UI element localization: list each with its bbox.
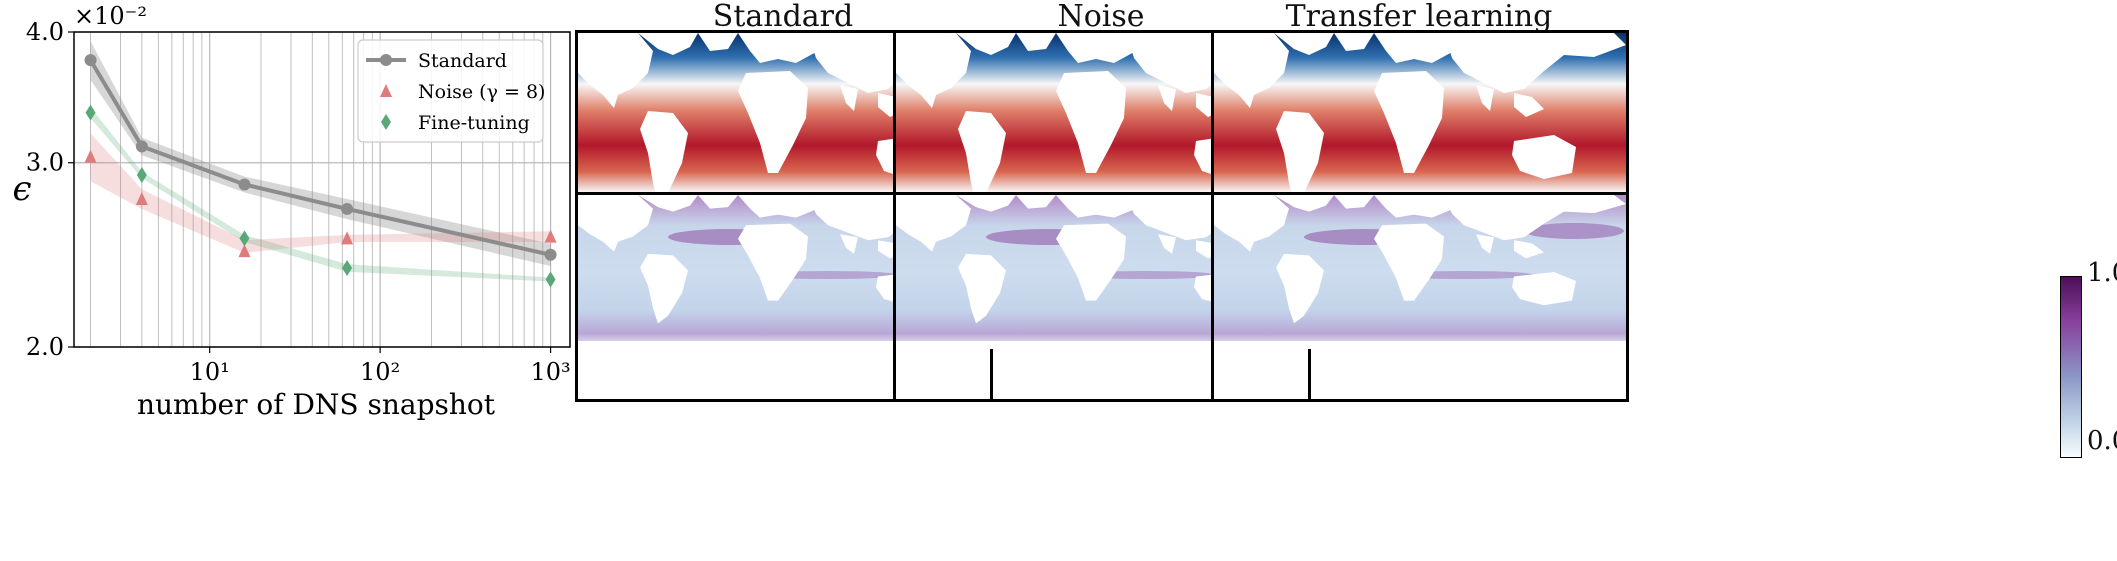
point-diamond: [342, 259, 353, 276]
land-shape: [1274, 195, 1334, 212]
land-shape: [1514, 93, 1544, 117]
point-circle: [84, 54, 97, 67]
land-shape: [640, 253, 688, 324]
land-shape: [738, 33, 818, 63]
x-tick-label: 10²: [360, 358, 400, 386]
plot-frame: [73, 31, 571, 348]
land-shape: [1056, 71, 1126, 173]
land-shape: [1374, 195, 1454, 218]
map-title-transfer-learning: Transfer learning: [1285, 0, 1553, 34]
land-shape: [1334, 33, 1374, 51]
land-shape: [1444, 195, 1626, 241]
land-shape: [1158, 234, 1176, 254]
data-markers: [84, 54, 557, 288]
land-shape: [1016, 33, 1056, 51]
land-shape: [738, 223, 808, 301]
y-multiplier-label: ×10⁻²: [74, 2, 147, 30]
land-shape: [1274, 33, 1334, 55]
land-mask: [1214, 195, 1626, 324]
x-tick-label: 10¹: [190, 358, 230, 386]
grid-lines: [74, 31, 570, 348]
x-tick-label: 10³: [530, 358, 570, 386]
legend-label: Standard: [418, 50, 507, 72]
error-vs-snapshots-chart: 2.0 3.0 4.0 10¹ 10² 10³ ×10⁻² ϵ number of DNS…: [12, 2, 571, 421]
land-shape: [1514, 240, 1544, 259]
legend-box: [357, 39, 544, 143]
legend-marker-diamond: [381, 114, 391, 130]
land-shape: [1512, 135, 1576, 179]
land-shape: [578, 195, 653, 252]
land-shape: [698, 33, 738, 51]
land-shape: [578, 33, 653, 108]
land-shape: [1512, 272, 1576, 306]
land-shape: [896, 33, 971, 108]
point-circle: [238, 178, 251, 191]
land-shape: [1276, 111, 1324, 203]
point-triangle: [135, 191, 148, 205]
y-tick-label: 4.0: [26, 18, 64, 46]
axis-ticks: 2.0 3.0 4.0 10¹ 10² 10³: [26, 18, 571, 386]
land-shape: [1476, 234, 1494, 254]
legend: Standard Noise (γ = 8) Fine-tuning: [357, 39, 545, 143]
land-shape: [1476, 85, 1494, 111]
land-shape: [1214, 33, 1289, 108]
land-shape: [896, 195, 971, 252]
land-shape: [1016, 195, 1056, 209]
antarctica-mask: [1214, 341, 1626, 349]
land-shape: [1056, 33, 1136, 63]
land-shape: [698, 195, 738, 209]
point-circle: [341, 202, 354, 215]
legend-marker-circle: [380, 54, 392, 66]
land-shape: [1444, 33, 1626, 93]
map-title-standard: Standard: [712, 0, 854, 34]
map-title-noise: Noise: [1057, 0, 1145, 34]
land-shape: [1374, 33, 1454, 63]
land-shape: [1214, 195, 1289, 252]
land-shape: [958, 111, 1006, 203]
land-shape: [840, 85, 858, 111]
point-circle: [135, 140, 148, 153]
land-shape: [958, 253, 1006, 324]
y-axis-label: ϵ: [12, 169, 31, 209]
land-shape: [640, 111, 688, 203]
colorbar-min-label: 0.0: [2087, 426, 2117, 456]
error-colorbar: [2060, 276, 2082, 458]
y-tick-label: 3.0: [26, 149, 64, 177]
land-shape: [1276, 253, 1324, 324]
legend-label: Noise (γ = 8): [418, 81, 545, 103]
point-triangle: [544, 229, 557, 243]
land-shape: [1374, 71, 1444, 173]
land-shape: [1334, 195, 1374, 209]
x-axis-label: number of DNS snapshot: [137, 388, 496, 421]
point-diamond: [85, 104, 96, 121]
point-triangle: [84, 149, 97, 163]
antarctica-mask: [578, 341, 990, 349]
colorbar-max-label: 1.0: [2087, 258, 2117, 288]
land-shape: [1056, 195, 1136, 218]
y-tick-label: 2.0: [26, 333, 64, 361]
land-shape: [840, 234, 858, 254]
land-shape: [1374, 223, 1444, 301]
land-shape: [1158, 85, 1176, 111]
land-shape: [956, 195, 1016, 212]
point-triangle: [341, 231, 354, 245]
land-shape: [638, 33, 698, 55]
point-diamond: [545, 271, 556, 288]
point-circle: [544, 248, 557, 261]
antarctica-mask: [896, 341, 1308, 349]
land-shape: [638, 195, 698, 212]
legend-marker-triangle: [380, 84, 392, 97]
land-shape: [1056, 223, 1126, 301]
land-shape: [738, 195, 818, 218]
land-shape: [738, 71, 808, 173]
point-triangle: [238, 244, 251, 258]
band-triangle: [90, 133, 551, 253]
land-shape: [956, 33, 1016, 55]
point-diamond: [239, 230, 250, 247]
error-hotspot: [1524, 223, 1624, 239]
land-mask: [1214, 33, 1626, 203]
legend-label: Fine-tuning: [418, 112, 530, 134]
map-transfer-error: [1211, 192, 1629, 402]
point-diamond: [136, 167, 147, 184]
